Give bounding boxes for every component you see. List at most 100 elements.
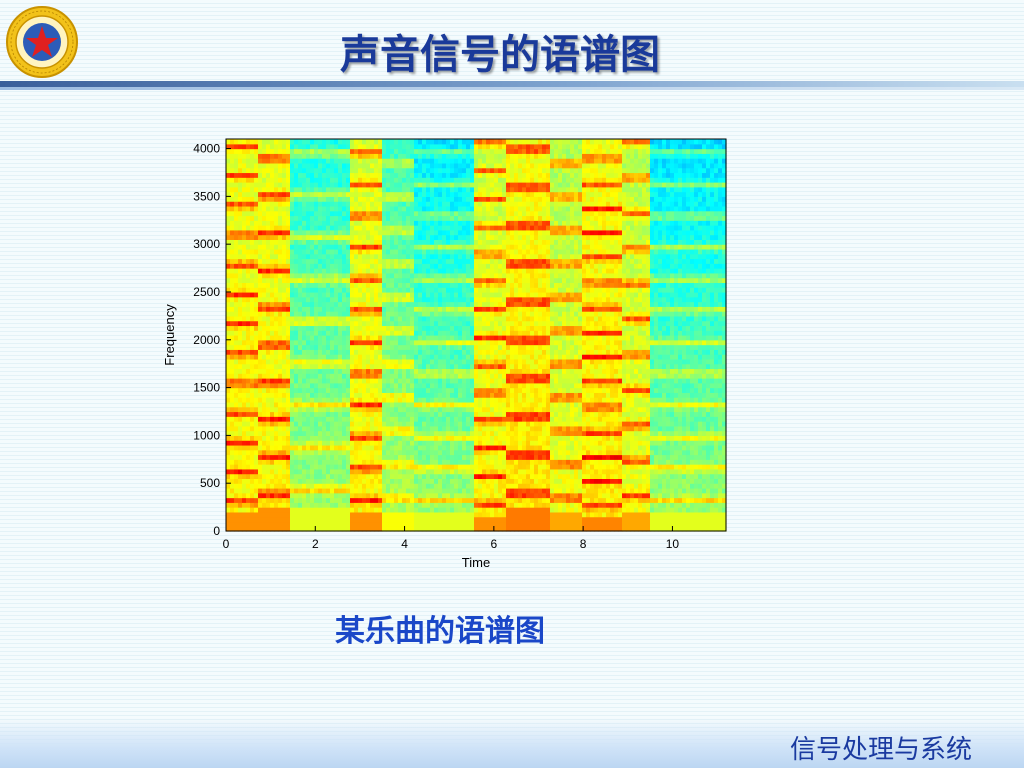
heatmap-cell: [366, 459, 371, 465]
heatmap-cell: [226, 330, 231, 336]
heatmap-cell: [382, 153, 387, 159]
heatmap-cell: [310, 502, 315, 508]
heatmap-cell: [410, 516, 415, 523]
heatmap-cell: [434, 158, 439, 164]
heatmap-cell: [374, 315, 379, 322]
heatmap-cell: [302, 344, 307, 350]
heatmap-cell: [446, 430, 451, 436]
heatmap-cell: [266, 220, 271, 226]
heatmap-cell: [302, 287, 307, 293]
heatmap-cell: [430, 368, 435, 374]
heatmap-cell: [362, 196, 367, 202]
heatmap-cell: [450, 358, 455, 365]
heatmap-cell: [226, 177, 231, 183]
heatmap-cell: [278, 344, 283, 350]
heatmap-cell: [282, 172, 287, 178]
heatmap-cell: [426, 196, 431, 202]
heatmap-cell: [238, 177, 243, 183]
heatmap-cell: [250, 248, 255, 255]
heatmap-cell: [234, 387, 239, 393]
heatmap-cell: [238, 416, 243, 422]
heatmap-cell: [314, 435, 319, 441]
heatmap-cell: [326, 378, 331, 384]
heatmap-cell: [386, 248, 391, 255]
heatmap-cell: [406, 454, 411, 460]
heatmap-cell: [314, 153, 319, 159]
heatmap-cell: [338, 335, 343, 341]
heatmap-cell: [366, 354, 371, 360]
heatmap-cell: [374, 239, 379, 245]
heatmap-cell: [350, 330, 355, 336]
heatmap-cell: [226, 511, 231, 518]
heatmap-cell: [250, 349, 255, 355]
heatmap-cell: [346, 277, 351, 284]
heatmap-cell: [386, 416, 391, 422]
heatmap-cell: [290, 401, 295, 408]
heatmap-cell: [322, 411, 327, 417]
heatmap-cell: [226, 258, 231, 264]
heatmap-cell: [450, 502, 455, 508]
heatmap-cell: [374, 268, 379, 274]
heatmap-cell: [298, 186, 303, 193]
heatmap-cell: [298, 378, 303, 384]
heatmap-cell: [270, 502, 275, 508]
heatmap-cell: [254, 210, 259, 217]
heatmap-cell: [334, 497, 339, 503]
heatmap-cell: [378, 387, 383, 393]
heatmap-cell: [350, 191, 355, 197]
heatmap-cell: [258, 440, 263, 446]
heatmap-cell: [254, 511, 259, 518]
heatmap-cell: [366, 464, 371, 470]
heatmap-cell: [366, 311, 371, 317]
heatmap-cell: [242, 143, 247, 150]
heatmap-cell: [250, 239, 255, 245]
heatmap-cell: [362, 416, 367, 422]
heatmap-cell: [226, 478, 231, 484]
heatmap-cell: [302, 435, 307, 441]
heatmap-cell: [314, 205, 319, 212]
heatmap-cell: [334, 268, 339, 274]
heatmap-cell: [442, 153, 447, 159]
heatmap-cell: [378, 201, 383, 207]
heatmap-cell: [346, 215, 351, 221]
heatmap-cell: [262, 244, 267, 250]
heatmap-cell: [266, 272, 271, 279]
heatmap-cell: [362, 234, 367, 240]
heatmap-cell: [318, 354, 323, 360]
heatmap-cell: [326, 234, 331, 240]
heatmap-cell: [350, 344, 355, 350]
heatmap-cell: [398, 454, 403, 460]
heatmap-cell: [266, 229, 271, 236]
heatmap-cell: [322, 358, 327, 365]
heatmap-cell: [418, 167, 423, 174]
heatmap-cell: [350, 387, 355, 393]
heatmap-cell: [238, 363, 243, 370]
heatmap-cell: [462, 373, 467, 379]
heatmap-cell: [226, 215, 231, 221]
heatmap-cell: [402, 392, 407, 398]
heatmap-cell: [462, 220, 467, 226]
heatmap-cell: [430, 473, 435, 480]
heatmap-cell: [438, 148, 443, 154]
heatmap-cell: [406, 397, 411, 403]
heatmap-cell: [374, 363, 379, 370]
heatmap-cell: [362, 507, 367, 513]
heatmap-cell: [374, 191, 379, 197]
heatmap-cell: [310, 382, 315, 389]
heatmap-cell: [462, 459, 467, 465]
heatmap-cell: [430, 201, 435, 207]
heatmap-cell: [386, 272, 391, 279]
heatmap-cell: [430, 272, 435, 279]
heatmap-cell: [306, 339, 311, 346]
heatmap-cell: [338, 325, 343, 331]
heatmap-cell: [398, 344, 403, 350]
heatmap-cell: [382, 449, 387, 456]
heatmap-cell: [286, 296, 291, 303]
heatmap-cell: [346, 378, 351, 384]
heatmap-cell: [366, 215, 371, 221]
heatmap-cell: [394, 158, 399, 164]
heatmap-cell: [342, 282, 347, 288]
heatmap-cell: [262, 186, 267, 193]
heatmap-cell: [278, 229, 283, 236]
heatmap-cell: [450, 244, 455, 250]
